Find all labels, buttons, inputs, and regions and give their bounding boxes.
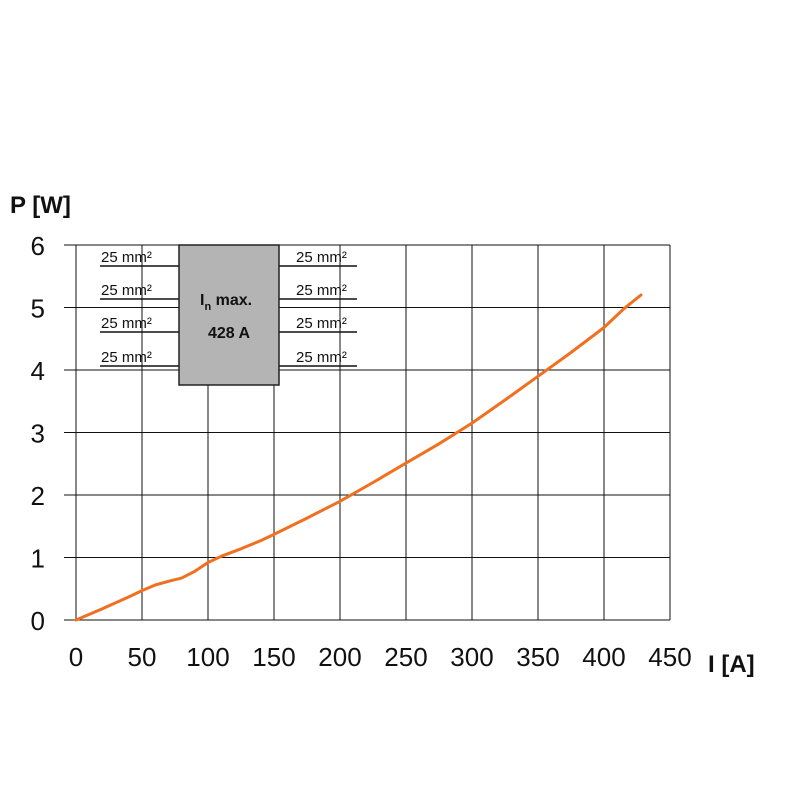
y-tick-label: 5 (31, 294, 45, 324)
wire-label-right: 25 mm² (296, 282, 347, 299)
wire-label-right: 25 mm² (296, 315, 347, 332)
x-tick-label: 450 (648, 642, 691, 672)
x-tick-label: 300 (450, 642, 493, 672)
wire-label-left: 25 mm² (101, 349, 152, 366)
x-tick-label: 100 (186, 642, 229, 672)
grid (64, 244, 671, 621)
box-rating-suffix: max. (211, 292, 252, 309)
x-tick-label: 50 (128, 642, 157, 672)
wire-label-left: 25 mm² (101, 249, 152, 266)
x-axis-title: I [A] (708, 651, 755, 678)
x-tick-label: 250 (384, 642, 427, 672)
y-tick-label: 6 (31, 231, 45, 261)
box-rating-subscript: n (204, 301, 211, 313)
wire-label-right: 25 mm² (296, 349, 347, 366)
y-tick-label: 2 (31, 481, 45, 511)
y-axis-title: P [W] (10, 192, 71, 219)
wires-right: 25 mm² 25 mm² 25 mm² 25 mm² (279, 249, 357, 367)
y-tick-label: 3 (31, 419, 45, 449)
x-tick-label: 150 (252, 642, 295, 672)
series-line (74, 293, 643, 622)
terminal-box (178, 244, 280, 386)
wire-label-left: 25 mm² (101, 315, 152, 332)
box-rating-symbol: I (200, 292, 204, 309)
x-tick-label: 350 (516, 642, 559, 672)
x-tick-label: 200 (318, 642, 361, 672)
x-tick-label: 400 (582, 642, 625, 672)
box-rating-value: 428 A (208, 325, 251, 342)
wire-label-left: 25 mm² (101, 282, 152, 299)
y-tick-label: 1 (31, 544, 45, 574)
y-tick-label: 4 (31, 356, 45, 386)
x-tick-label: 0 (69, 642, 83, 672)
tick-labels: 0 50 100 150 200 250 300 350 400 450 0 1 2 3 4 5 6 (31, 231, 692, 672)
wires-left: 25 mm² 25 mm² 25 mm² 25 mm² (100, 249, 179, 367)
y-tick-label: 0 (31, 606, 45, 636)
wire-label-right: 25 mm² (296, 249, 347, 266)
box-rating-label: In max. (200, 292, 252, 313)
series-layer (74, 293, 643, 622)
